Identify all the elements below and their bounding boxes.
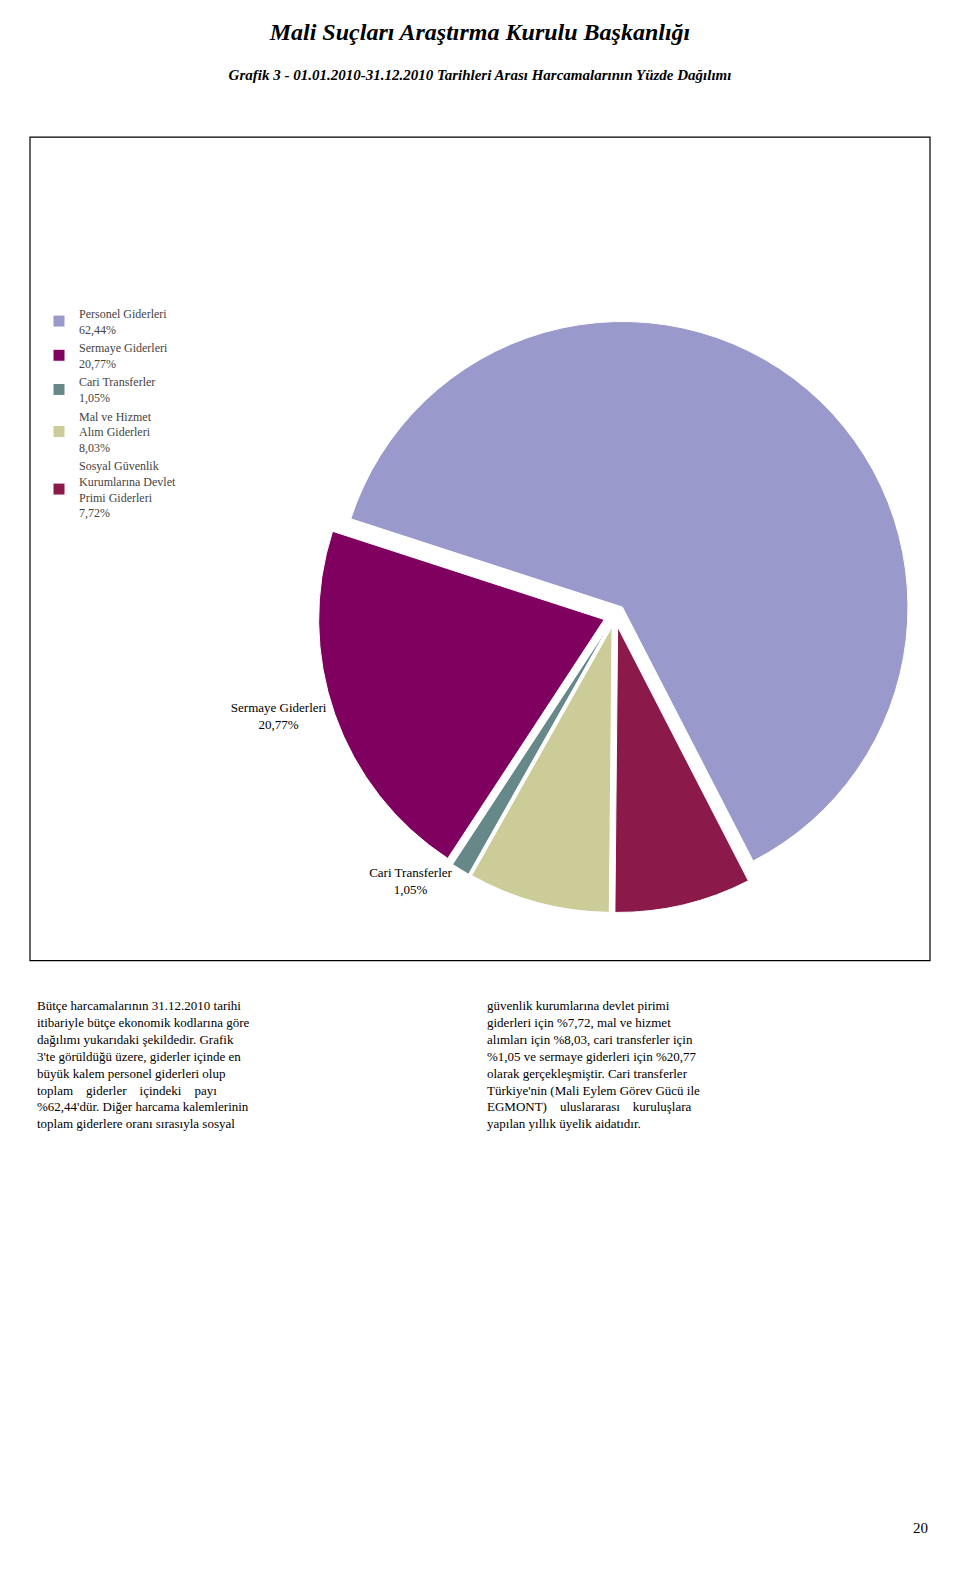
svg-text:Mal ve HizmetAlım Giderleri8,0: Mal ve HizmetAlım Giderleri8,03% [79,410,152,455]
svg-text:20: 20 [913,1520,928,1536]
svg-text:Personel Giderleri62,44%: Personel Giderleri62,44% [79,307,167,337]
svg-text:Sosyal GüvenlikKurumlarına Dev: Sosyal GüvenlikKurumlarına DevletPrimi G… [79,459,176,520]
svg-text:güvenlik kurumlarına devlet pi: güvenlik kurumlarına devlet pirimigiderl… [487,998,700,1131]
svg-text:Sermaye Giderleri20,77%: Sermaye Giderleri20,77% [231,700,327,732]
svg-text:Mali Suçları Araştırma Kurulu: Mali Suçları Araştırma Kurulu Başkanlığı [269,19,691,45]
svg-text:Sermaye Giderleri20,77%: Sermaye Giderleri20,77% [79,341,168,371]
svg-text:Grafik 3 - 01.01.2010-31.12.20: Grafik 3 - 01.01.2010-31.12.2010 Tarihle… [229,67,732,83]
svg-text:Cari Transferler1,05%: Cari Transferler1,05% [79,375,155,405]
svg-text:Bütçe harcamalarının 31.12.201: Bütçe harcamalarının 31.12.2010 tarihiit… [37,998,249,1131]
svg-text:Cari Transferler1,05%: Cari Transferler1,05% [369,865,452,897]
